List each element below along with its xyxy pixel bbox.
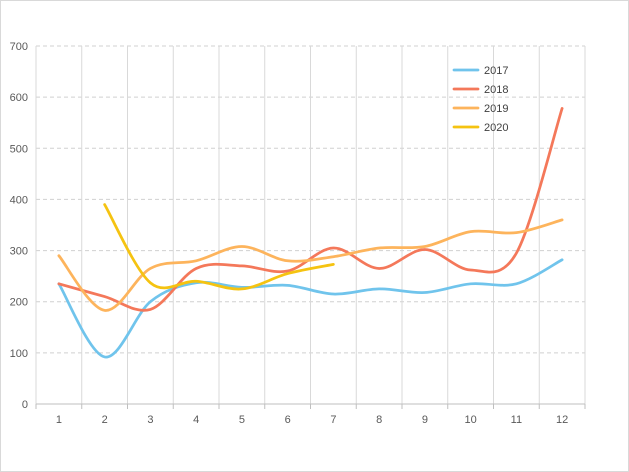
legend-label-2020: 2020 (484, 122, 508, 134)
y-tick-label: 500 (10, 143, 28, 155)
series-line-2017 (57, 258, 564, 359)
legend-label-2017: 2017 (484, 65, 508, 77)
y-tick-label: 600 (10, 92, 28, 104)
series-line-2018 (57, 107, 564, 312)
y-tick-label: 400 (10, 194, 28, 206)
y-tick-label: 300 (10, 246, 28, 258)
legend-label-2018: 2018 (484, 84, 508, 96)
x-tick-label: 5 (239, 414, 245, 426)
series-lines (57, 107, 564, 359)
y-tick-label: 100 (10, 348, 28, 360)
x-tick-label: 10 (465, 414, 477, 426)
x-tick-label: 3 (147, 414, 153, 426)
legend: 2017 2018 2019 2020 (452, 65, 508, 134)
x-tick-label: 2 (102, 414, 108, 426)
x-tick-label: 11 (511, 414, 522, 426)
x-tick-label: 8 (376, 414, 382, 426)
y-tick-label: 200 (10, 297, 28, 309)
y-tick-label: 0 (22, 399, 28, 411)
series-line-2019 (57, 218, 564, 312)
x-tick-label: 12 (556, 414, 568, 426)
x-tick-label: 9 (422, 414, 428, 426)
x-tick-label: 7 (330, 414, 336, 426)
legend-label-2019: 2019 (484, 103, 508, 115)
series-line-2020 (103, 203, 335, 291)
y-tick-label: 700 (10, 41, 28, 53)
x-tick-label: 4 (193, 414, 199, 426)
x-tick-label: 6 (285, 414, 291, 426)
grid (35, 45, 586, 404)
x-tick-label: 1 (56, 414, 62, 426)
